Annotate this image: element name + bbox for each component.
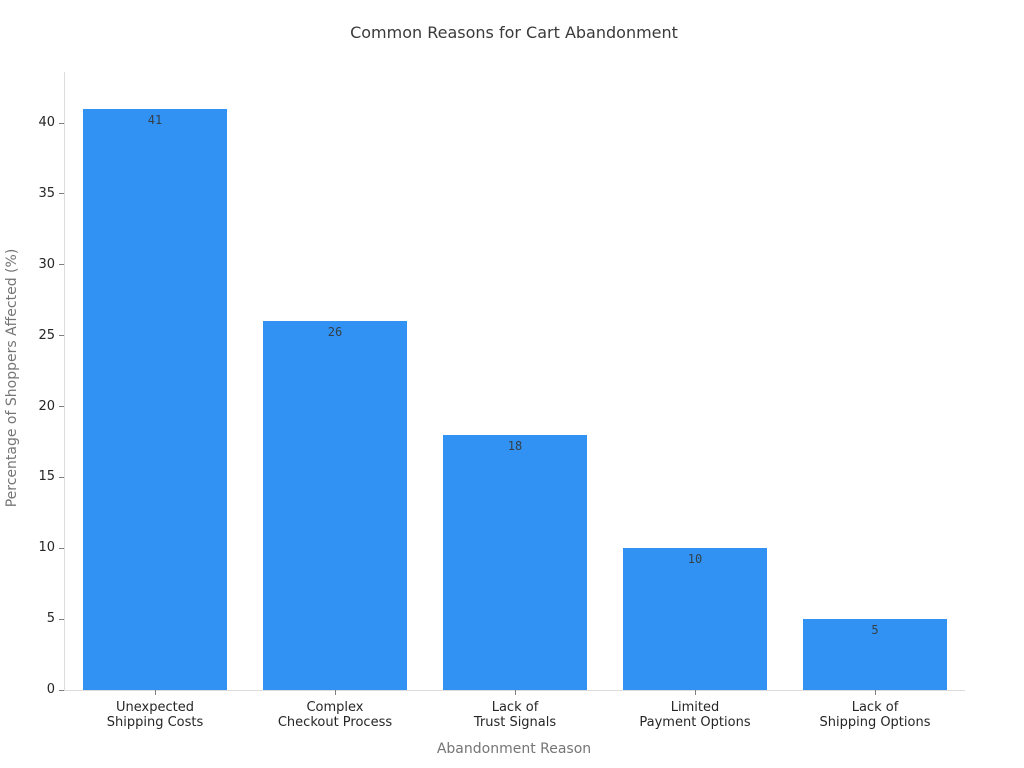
x-tick-label-line: Lack of (491, 700, 539, 715)
x-tick-label-line: Limited (670, 700, 720, 715)
x-tick-mark (514, 690, 516, 695)
y-tick-mark (59, 618, 64, 620)
x-tick-label: Complex Checkout Process (245, 700, 425, 730)
y-tick-mark (59, 406, 64, 407)
x-tick-label-line: Complex (306, 700, 364, 715)
bar (443, 434, 587, 690)
x-tick-label: Unexpected Shipping Costs (65, 700, 245, 730)
x-tick-label: Limited Payment Options (605, 700, 785, 730)
x-tick-mark (874, 690, 876, 695)
x-tick-label: Lack of Shipping Options (785, 700, 965, 730)
x-tick-label-line: Shipping Costs (106, 715, 204, 730)
bar-value-label: 10 (687, 552, 703, 567)
y-tick-mark (59, 122, 64, 124)
bar (263, 321, 407, 690)
bar (83, 108, 227, 690)
y-tick-label: 15 (38, 469, 55, 485)
x-tick-label-line: Unexpected (116, 700, 194, 715)
x-tick-label: Lack of Trust Signals (425, 700, 605, 730)
x-tick-mark (694, 690, 696, 695)
x-tick-mark (334, 690, 336, 695)
y-tick-mark (59, 547, 64, 549)
x-tick-label-line: Shipping Options (819, 715, 931, 730)
x-tick-label-line: Lack of (851, 700, 899, 715)
bar-value-label: 26 (327, 325, 343, 340)
bar-value-label: 5 (871, 623, 879, 638)
y-tick-label: 25 (38, 327, 55, 343)
x-tick-label-line: Trust Signals (473, 715, 557, 730)
bar-value-label: 41 (147, 112, 163, 127)
y-tick-mark (59, 335, 64, 337)
plot-area: 41 Unexpected Shipping Costs 26 Complex Check… (38, 72, 965, 730)
x-tick-mark (154, 690, 156, 695)
x-axis-title: Abandonment Reason (436, 741, 592, 757)
y-tick-label: 0 (46, 682, 55, 697)
y-tick-label: 40 (38, 115, 55, 131)
y-tick-mark (59, 476, 64, 478)
y-tick-mark (59, 193, 64, 195)
bar-value-label: 18 (507, 438, 523, 453)
x-tick-label-line: Checkout Process (277, 715, 393, 730)
x-tick-label-line: Payment Options (639, 715, 751, 730)
y-tick-label: 10 (38, 540, 55, 556)
bar (623, 548, 767, 690)
y-tick-mark (59, 689, 64, 691)
y-tick-label: 35 (38, 185, 55, 201)
y-tick-label: 30 (38, 256, 55, 272)
y-tick-label: 5 (46, 611, 55, 627)
bar (803, 619, 947, 690)
y-tick-mark (59, 264, 64, 266)
y-tick-label: 20 (38, 398, 55, 414)
chart-title: Common Reasons for Cart Abandonment (350, 23, 678, 42)
